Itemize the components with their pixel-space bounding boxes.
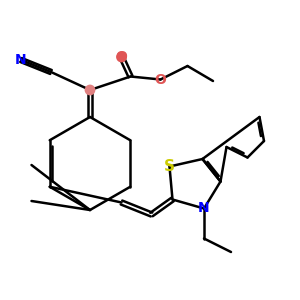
Text: N: N — [15, 53, 27, 67]
Text: O: O — [154, 73, 166, 86]
Text: O: O — [116, 50, 128, 64]
Text: N: N — [198, 202, 210, 215]
Circle shape — [85, 85, 95, 95]
Text: S: S — [164, 159, 175, 174]
Circle shape — [116, 52, 127, 62]
